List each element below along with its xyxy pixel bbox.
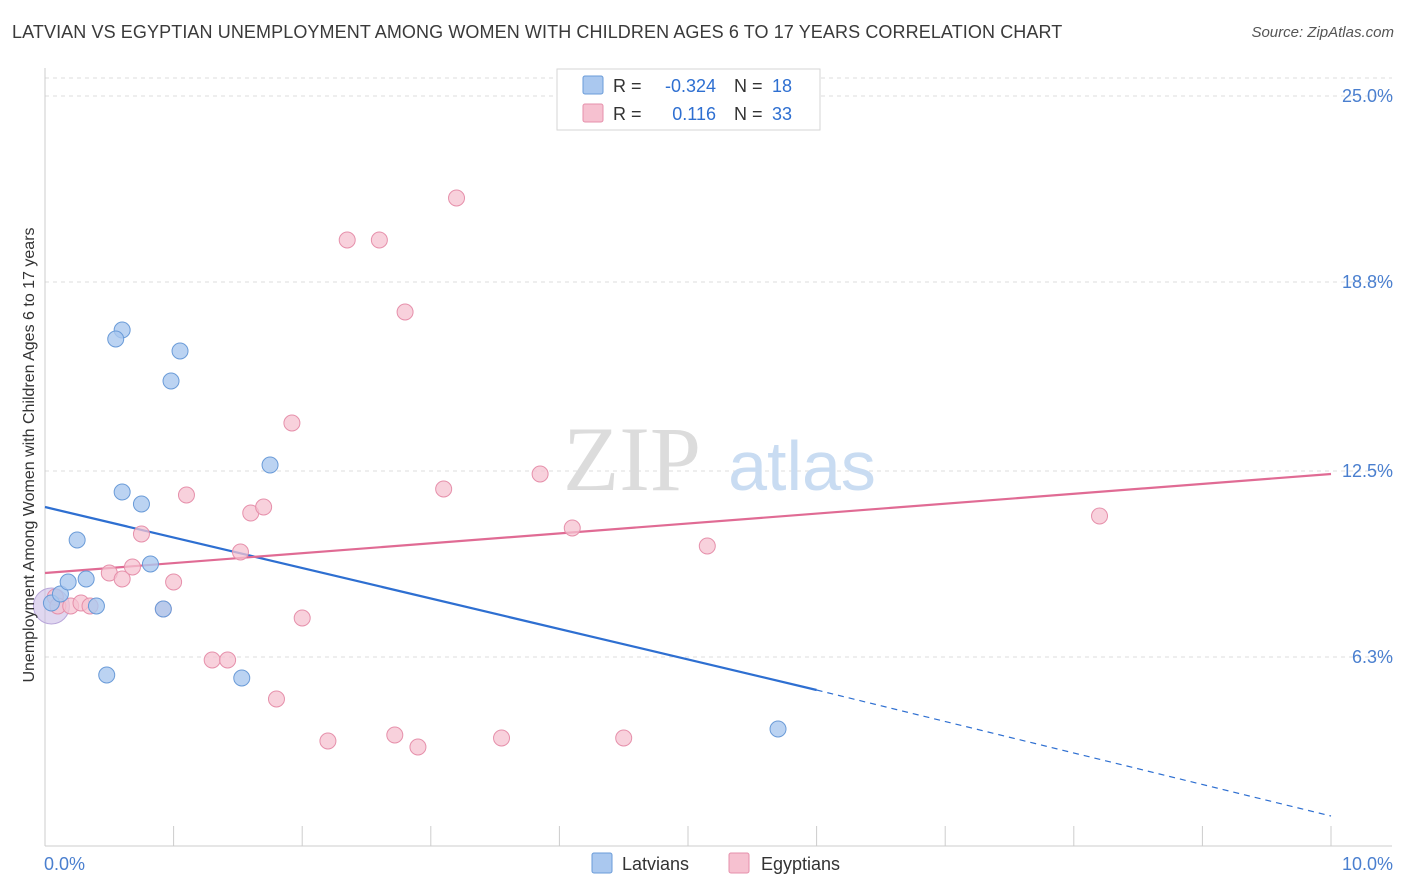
latvians-point (107, 330, 125, 348)
egyptians-point (448, 189, 466, 207)
y-tick-label: 12.5% (1342, 461, 1393, 481)
egyptians-point (165, 573, 183, 591)
watermark-atlas: atlas (728, 427, 876, 505)
latvians-point (98, 666, 116, 684)
egyptians-point (338, 231, 356, 249)
egyptians-point (177, 486, 195, 504)
points-layer (32, 189, 1109, 756)
legend-r-value: 0.116 (672, 104, 716, 124)
legend-n-label: N = (734, 76, 763, 96)
legend-n-value: 33 (772, 104, 792, 124)
egyptians-point (698, 537, 716, 555)
axis-layer (44, 68, 1392, 847)
legend-n-value: 18 (772, 76, 792, 96)
latvians-point (769, 720, 787, 738)
series-legend: Latvians Egyptians (591, 852, 840, 874)
latvians-point (162, 372, 180, 390)
egyptians-point (563, 519, 581, 537)
egyptians-point (231, 543, 249, 561)
x-tick-label: 0.0% (44, 854, 85, 874)
egyptians-point (219, 651, 237, 669)
x-tick-labels: 0.0% 10.0% (44, 854, 1393, 874)
egyptians-point (493, 729, 511, 747)
watermark: ZIP atlas (563, 408, 876, 510)
egyptians-point (409, 738, 427, 756)
latvians-point (233, 669, 251, 687)
latvians-point (51, 585, 69, 603)
egyptians-point (203, 651, 221, 669)
chart-title: LATVIAN VS EGYPTIAN UNEMPLOYMENT AMONG W… (12, 22, 1063, 42)
latvians-point (59, 573, 77, 591)
legend-latvians-swatch (591, 852, 613, 874)
y-axis-label: Unemployment Among Women with Children A… (21, 227, 38, 682)
egyptians-point (386, 726, 404, 744)
grid-layer (45, 77, 1392, 658)
egyptians-point (283, 414, 301, 432)
latvians-swatch (582, 75, 604, 95)
latvians-trend-line (44, 505, 817, 692)
latvians-point (87, 597, 105, 615)
y-tick-labels: 6.3% 12.5% 18.8% 25.0% (1342, 86, 1393, 667)
egyptians-point (123, 558, 141, 576)
latvians-point (261, 456, 279, 474)
egyptians-point (615, 729, 633, 747)
legend-r-label: R = (613, 104, 642, 124)
egyptians-point (531, 465, 549, 483)
egyptians-swatch (582, 103, 604, 123)
x-tick-label: 10.0% (1342, 854, 1393, 874)
egyptians-point (267, 690, 285, 708)
latvians-point (154, 600, 172, 618)
source-label: Source: ZipAtlas.com (1251, 24, 1394, 41)
trend-layer (44, 472, 1332, 817)
legend-egyptians-swatch (728, 852, 750, 874)
legend-r-label: R = (613, 76, 642, 96)
watermark-zip: ZIP (563, 408, 701, 510)
egyptians-point (396, 303, 414, 321)
latvians-point (171, 342, 189, 360)
latvians-point (113, 483, 131, 501)
egyptians-point (293, 609, 311, 627)
legend-r-value: -0.324 (665, 76, 716, 96)
egyptians-point (255, 498, 273, 516)
egyptians-trend-line (44, 472, 1332, 575)
latvians-point (132, 495, 150, 513)
stats-legend: R = -0.324 N = 18 R = 0.116 N = 33 (556, 68, 821, 131)
latvians-point (77, 570, 95, 588)
egyptians-point (370, 231, 388, 249)
legend-n-label: N = (734, 104, 763, 124)
y-tick-label: 18.8% (1342, 272, 1393, 292)
legend-egyptians-label: Egyptians (761, 854, 840, 874)
egyptians-point (435, 480, 453, 498)
latvians-point (68, 531, 86, 549)
egyptians-point (1091, 507, 1109, 525)
y-tick-label: 25.0% (1342, 86, 1393, 106)
latvians-point (141, 555, 159, 573)
latvians-trend-extension (816, 689, 1332, 817)
egyptians-point (319, 732, 337, 750)
y-tick-label: 6.3% (1352, 647, 1393, 667)
egyptians-point (132, 525, 150, 543)
legend-latvians-label: Latvians (622, 854, 689, 874)
egyptians-point (113, 570, 131, 588)
